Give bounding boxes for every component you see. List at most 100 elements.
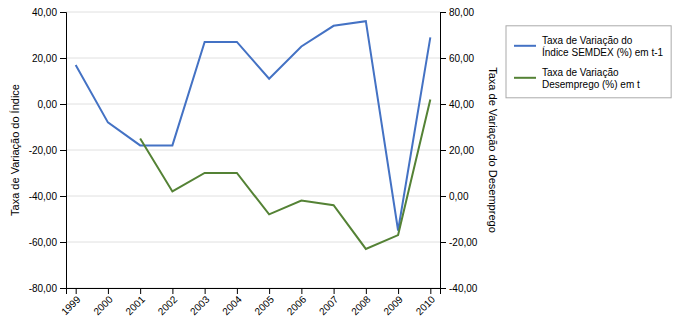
tick-mark — [430, 288, 431, 294]
tick: 2000 — [91, 288, 115, 317]
legend-label: Taxa de Variação doÍndice SEMDEX (%) em … — [542, 35, 664, 58]
tick-label: -20,00 — [449, 237, 478, 248]
legend: Taxa de Variação doÍndice SEMDEX (%) em … — [506, 26, 671, 98]
tick: 2004 — [220, 288, 244, 317]
tick: 1999 — [59, 288, 83, 317]
tick-label: -80,00 — [29, 283, 58, 294]
tick-mark — [440, 12, 446, 13]
tick-mark — [269, 288, 270, 294]
tick: 80,00 — [440, 7, 474, 18]
tick-mark — [366, 288, 367, 294]
series-line — [140, 99, 430, 249]
legend-entry: Taxa de VariaçãoDesemprego (%) em t — [514, 67, 640, 90]
grid-line — [66, 58, 440, 59]
tick-mark — [237, 288, 238, 294]
grid-line — [66, 104, 440, 105]
legend-entry: Taxa de Variação doÍndice SEMDEX (%) em … — [514, 35, 664, 58]
tick: 2009 — [381, 288, 405, 317]
tick: 2006 — [285, 288, 309, 317]
tick-label: 0,00 — [449, 191, 469, 202]
tick: 0,00 — [440, 191, 469, 202]
plot-area: 1999 2000 2001 2002 2003 2004 2005 2006 2007 2008… — [29, 7, 478, 317]
tick-mark — [398, 288, 399, 294]
tick-label: 2005 — [252, 293, 276, 317]
tick-mark — [60, 58, 66, 59]
grid — [66, 12, 440, 288]
tick-label: 2001 — [124, 293, 148, 317]
grid-line — [66, 196, 440, 197]
tick-mark — [60, 242, 66, 243]
tick-label: 60,00 — [449, 53, 474, 64]
tick: 0,00 — [38, 99, 66, 110]
tick: -40,00 — [29, 191, 66, 202]
tick-label: 0,00 — [38, 99, 58, 110]
x-axis: 1999 2000 2001 2002 2003 2004 2005 2006 2007 2008… — [59, 288, 440, 317]
tick-label: 2002 — [156, 293, 180, 317]
tick-label: 20,00 — [32, 53, 57, 64]
tick-label: 2006 — [285, 293, 309, 317]
tick-label: 40,00 — [32, 7, 57, 18]
tick: -80,00 — [29, 283, 66, 294]
tick-mark — [440, 58, 446, 59]
tick: 20,00 — [32, 53, 66, 64]
tick: 40,00 — [440, 99, 474, 110]
axis-line — [60, 13, 67, 289]
tick-label: -60,00 — [29, 237, 58, 248]
tick-mark — [440, 288, 446, 289]
axis-line — [441, 13, 447, 289]
chart-container: 1999 2000 2001 2002 2003 2004 2005 2006 2007 2008… — [0, 0, 693, 334]
tick-mark — [440, 196, 446, 197]
tick-label: 2007 — [317, 293, 341, 317]
tick-label: 2009 — [381, 293, 405, 317]
legend-swatch — [514, 45, 536, 47]
tick-label: 2008 — [349, 293, 373, 317]
tick-label: 40,00 — [449, 99, 474, 110]
tick: 2005 — [252, 288, 276, 317]
tick-label: 2010 — [414, 293, 438, 317]
tick-label: -20,00 — [29, 145, 58, 156]
tick-mark — [440, 242, 446, 243]
tick-mark — [301, 288, 302, 294]
tick-mark — [60, 12, 66, 13]
tick-mark — [60, 196, 66, 197]
tick-label: 1999 — [59, 293, 83, 317]
tick: 20,00 — [440, 145, 474, 156]
tick: -60,00 — [29, 237, 66, 248]
tick-label: 2004 — [220, 293, 244, 317]
y2-axis-title: Taxa de Variação do Desemprego — [487, 67, 499, 233]
tick-label: 20,00 — [449, 145, 474, 156]
tick-mark — [334, 288, 335, 294]
legend-frame — [506, 26, 671, 98]
tick: 2003 — [188, 288, 212, 317]
axis-line — [67, 289, 441, 295]
tick-mark — [76, 288, 77, 294]
tick-mark — [108, 288, 109, 294]
chart-svg: 1999 2000 2001 2002 2003 2004 2005 2006 2007 2008… — [0, 0, 693, 334]
tick-mark — [140, 288, 141, 294]
tick-label: -40,00 — [449, 283, 478, 294]
tick: -20,00 — [440, 237, 478, 248]
series-group — [76, 21, 431, 249]
tick: 40,00 — [32, 7, 66, 18]
tick-mark — [440, 150, 446, 151]
grid-line — [66, 12, 440, 13]
tick-mark — [172, 288, 173, 294]
tick: 2007 — [317, 288, 341, 317]
series-line — [76, 21, 431, 230]
legend-label: Taxa de VariaçãoDesemprego (%) em t — [542, 67, 640, 90]
tick: -40,00 — [440, 283, 478, 294]
tick: 2010 — [414, 288, 438, 317]
tick-label: 80,00 — [449, 7, 474, 18]
y-axis: -80,00 -60,00 -40,00 -20,00 0,00 20,00 40,00 — [29, 7, 67, 294]
tick-label: 2003 — [188, 293, 212, 317]
tick: 60,00 — [440, 53, 474, 64]
tick-mark — [60, 104, 66, 105]
tick: 2001 — [124, 288, 148, 317]
tick: 2002 — [156, 288, 180, 317]
tick: -20,00 — [29, 145, 66, 156]
y-axis-title: Taxa de Variação do Índice — [9, 84, 21, 216]
legend-swatch — [514, 77, 536, 79]
tick-label: -40,00 — [29, 191, 58, 202]
tick-mark — [440, 104, 446, 105]
tick-mark — [60, 288, 66, 289]
